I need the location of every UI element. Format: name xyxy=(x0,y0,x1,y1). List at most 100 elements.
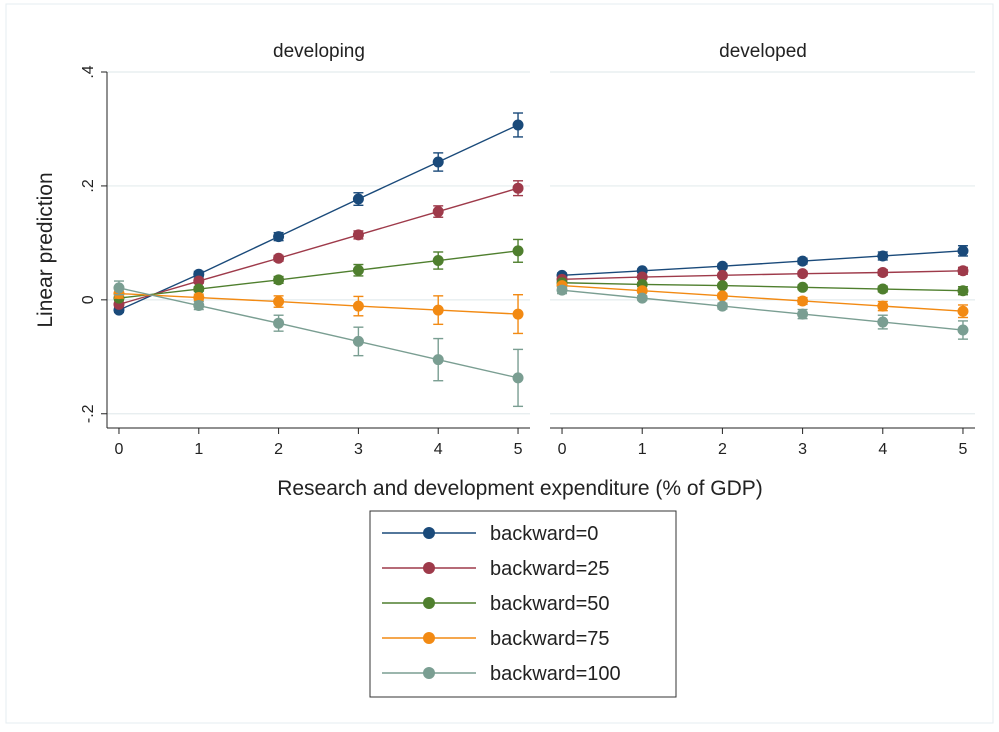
legend-label: backward=0 xyxy=(490,523,598,545)
data-point xyxy=(797,255,809,267)
data-point xyxy=(797,268,809,280)
x-tick-label: 2 xyxy=(274,441,283,458)
data-point xyxy=(432,206,444,218)
legend-item: backward=0 xyxy=(382,523,598,545)
data-point xyxy=(352,335,364,347)
data-point xyxy=(716,290,728,302)
data-point xyxy=(113,282,125,294)
data-point xyxy=(193,300,205,312)
data-point xyxy=(432,156,444,168)
data-point xyxy=(877,300,889,312)
legend-marker xyxy=(423,527,435,539)
legend-box xyxy=(369,510,677,698)
x-tick-label: 0 xyxy=(558,441,567,458)
data-point xyxy=(797,295,809,307)
data-point xyxy=(273,231,285,243)
series-line xyxy=(562,270,963,281)
legend-marker xyxy=(423,597,435,609)
data-point xyxy=(512,182,524,194)
data-point xyxy=(273,252,285,264)
data-point xyxy=(716,260,728,272)
data-point xyxy=(716,280,728,292)
x-tick-label: 3 xyxy=(798,441,807,458)
legend-label: backward=50 xyxy=(490,593,610,615)
y-axis-title: Linear prediction xyxy=(34,172,57,327)
data-point xyxy=(193,283,205,295)
legend-label: backward=25 xyxy=(490,558,610,580)
data-point xyxy=(877,283,889,295)
series-line xyxy=(562,282,963,292)
series-line xyxy=(561,284,964,312)
y-tick-label: .2 xyxy=(80,179,97,192)
data-point xyxy=(432,255,444,267)
series-line xyxy=(561,250,964,277)
x-tick-label: 5 xyxy=(514,441,523,458)
data-point xyxy=(432,354,444,366)
data-point xyxy=(273,296,285,308)
panel-title: developing xyxy=(273,41,365,62)
y-tick-label: -.2 xyxy=(80,404,97,423)
data-point xyxy=(352,229,364,241)
series-line xyxy=(118,250,519,299)
data-point xyxy=(797,308,809,320)
y-tick-label: .4 xyxy=(80,65,97,78)
data-point xyxy=(352,193,364,205)
legend-label: backward=75 xyxy=(490,628,610,650)
data-point xyxy=(273,317,285,329)
x-tick-label: 1 xyxy=(194,441,203,458)
legend: backward=0 backward=25 backward=50 backward… xyxy=(369,510,677,698)
series-line xyxy=(118,292,519,315)
data-point xyxy=(636,292,648,304)
data-point xyxy=(716,300,728,312)
legend-item: backward=25 xyxy=(382,558,610,580)
x-tick-label: 3 xyxy=(354,441,363,458)
data-point xyxy=(512,308,524,320)
data-point xyxy=(797,281,809,293)
data-point xyxy=(352,264,364,276)
data-point xyxy=(556,284,568,296)
data-point xyxy=(957,285,969,297)
series-backward=100 xyxy=(556,284,969,340)
panel-title: developed xyxy=(719,41,807,62)
panel-developing: developing 0 1 2 3 4 5 -.2 0 .2 .4 xyxy=(80,41,530,458)
x-tick-label: 5 xyxy=(959,441,968,458)
series-backward=100 xyxy=(113,280,524,408)
x-tick-label: 4 xyxy=(878,441,887,458)
x-axis-title: Research and development expenditure (% … xyxy=(277,477,763,500)
data-point xyxy=(877,250,889,262)
data-point xyxy=(957,305,969,317)
series-line xyxy=(118,187,519,306)
series-backward=25 xyxy=(113,180,524,310)
data-point xyxy=(877,316,889,328)
x-tick-label: 4 xyxy=(434,441,443,458)
data-point xyxy=(193,292,205,304)
data-point xyxy=(877,266,889,278)
legend-label: backward=100 xyxy=(490,663,621,685)
data-point xyxy=(716,269,728,281)
data-point xyxy=(957,324,969,336)
series-backward=0 xyxy=(556,245,969,281)
data-point xyxy=(352,300,364,312)
legend-item: backward=50 xyxy=(382,593,610,615)
data-point xyxy=(512,119,524,131)
data-point xyxy=(512,372,524,384)
x-tick-label: 0 xyxy=(115,441,124,458)
panel-developed: developed 0 1 2 3 4 5 xyxy=(550,41,975,458)
series-line xyxy=(118,124,519,311)
series-line xyxy=(118,287,519,379)
x-tick-label: 1 xyxy=(638,441,647,458)
y-tick-label: 0 xyxy=(80,295,97,304)
data-point xyxy=(432,304,444,316)
data-point xyxy=(957,265,969,277)
panels: developing 0 1 2 3 4 5 -.2 0 .2 .4 developed 0 1 2 3 4 5 xyxy=(80,41,975,458)
series-line xyxy=(561,289,964,331)
data-point xyxy=(512,245,524,257)
legend-item: backward=75 xyxy=(382,628,610,650)
data-point xyxy=(273,274,285,286)
legend-marker xyxy=(423,667,435,679)
legend-marker xyxy=(423,632,435,644)
legend-marker xyxy=(423,562,435,574)
x-tick-label: 2 xyxy=(718,441,727,458)
